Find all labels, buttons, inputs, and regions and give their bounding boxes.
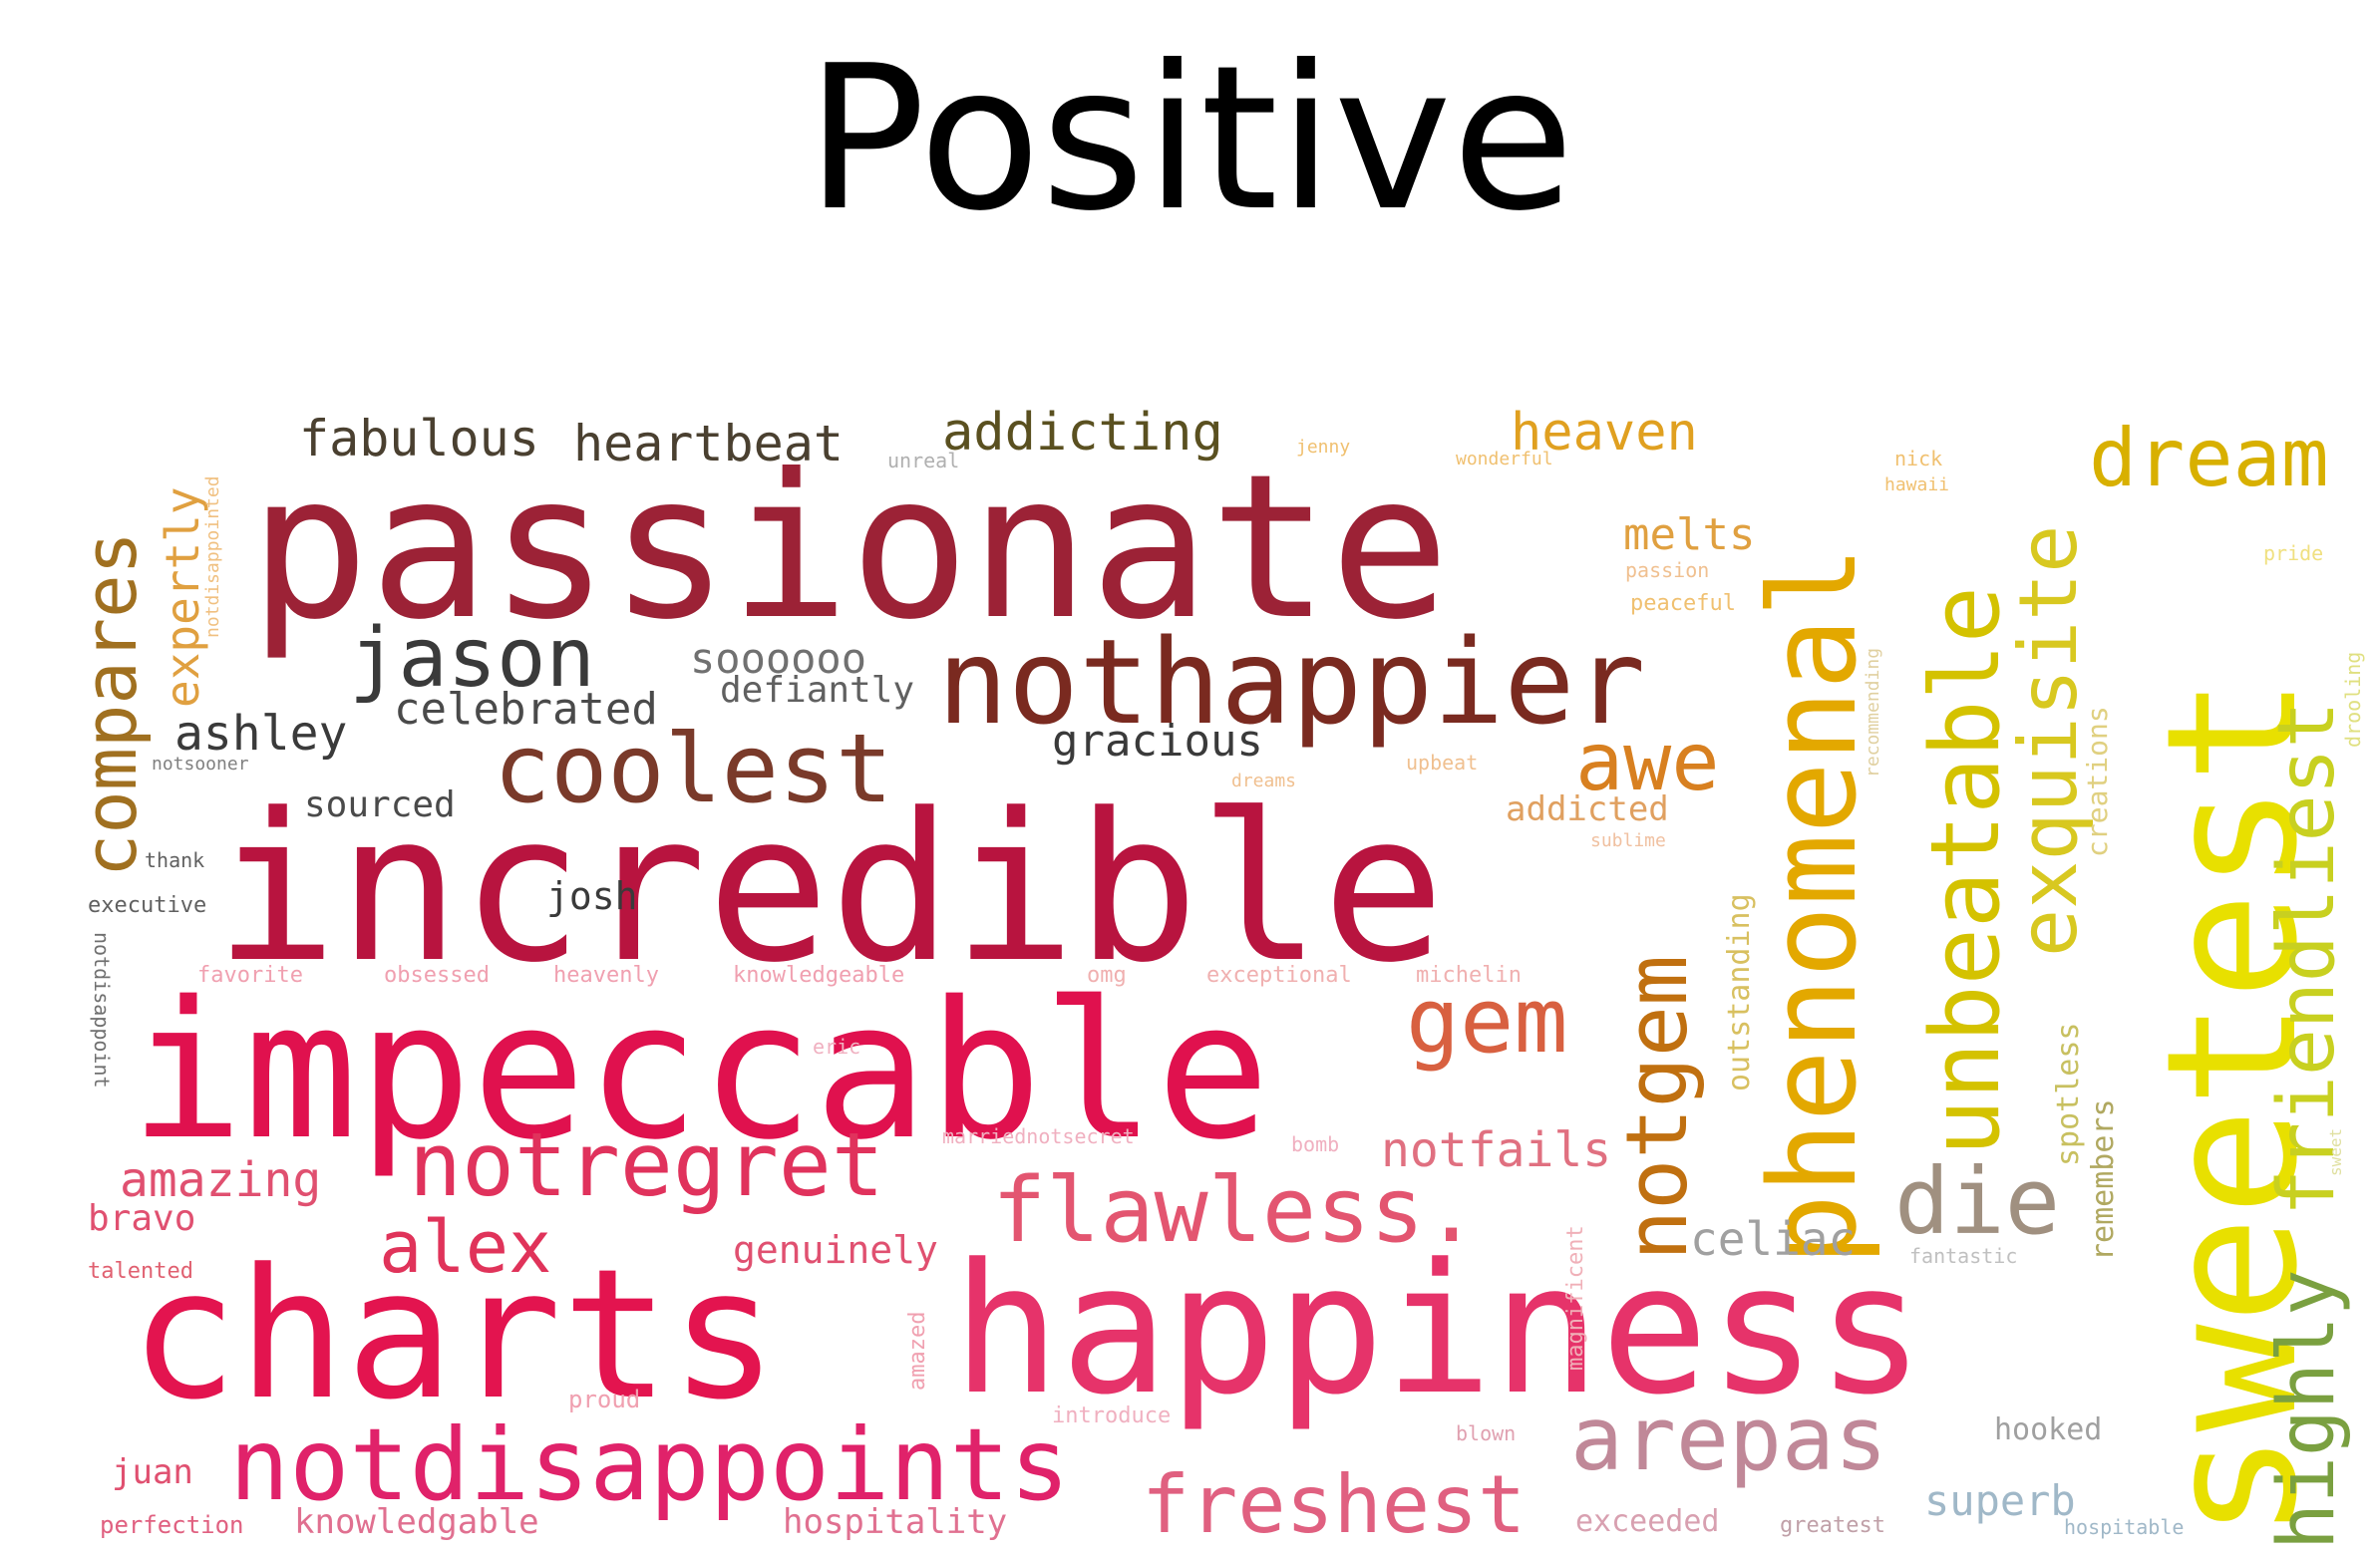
cloud-word: heartbeat [573,415,844,472]
cloud-word: juan [112,1452,193,1492]
cloud-word: greatest [1780,1513,1885,1538]
cloud-word: sublime [1590,830,1666,851]
cloud-word: celiac [1690,1212,1857,1266]
cloud-word: thank [145,848,205,872]
cloud-word: charts [130,1231,779,1439]
cloud-word: defiantly [720,670,915,711]
cloud-word: nick [1894,447,1943,470]
cloud-word: amazed [905,1311,930,1391]
cloud-word: celebrated [394,684,658,735]
cloud-word: omg [1087,963,1127,988]
cloud-word: hawaii [1884,474,1950,495]
cloud-word: exceeded [1575,1504,1720,1539]
cloud-word: notregret [409,1113,884,1216]
cloud-word: exceptional [1206,963,1352,988]
cloud-word: notdisappoints [229,1406,1070,1523]
cloud-word: awe [1575,716,1720,808]
cloud-word: addicted [1506,789,1669,829]
cloud-word: gem [1406,969,1568,1074]
cloud-word: nothappier [937,613,1646,751]
cloud-word: coolest [494,715,893,824]
cloud-word: hooked [1994,1412,2103,1447]
cloud-word: phenomenal [1745,545,1883,1266]
cloud-word: knowledgable [294,1502,539,1542]
cloud-word: sourced [304,784,456,825]
cloud-word: peaceful [1630,591,1736,616]
cloud-word: executive [88,893,207,918]
cloud-word: spotless [2051,1022,2086,1167]
cloud-word: exquisite [2002,524,2095,957]
cloud-word: knowledgeable [733,963,905,988]
cloud-word: jason [349,611,595,706]
cloud-word: notdisappoint [90,932,114,1089]
cloud-word: michelin [1416,963,1522,988]
cloud-word: expertly [156,486,209,708]
cloud-word: josh [546,874,638,918]
cloud-word: genuinely [733,1228,938,1272]
cloud-word: favorite [197,963,303,988]
cloud-word: soooooo [690,634,867,683]
cloud-word: sweet [2326,1127,2345,1176]
cloud-word: proud [568,1386,641,1413]
cloud-word: notfails [1381,1122,1612,1178]
cloud-word: hospitable [2064,1515,2185,1539]
cloud-word: obsessed [384,963,490,988]
cloud-word: blown [1456,1421,1517,1445]
cloud-word: outstanding [1722,893,1757,1091]
cloud-word: bravo [88,1198,196,1239]
cloud-word: hospitality [783,1502,1008,1542]
cloud-word: dreams [1231,771,1297,791]
cloud-word: melts [1623,509,1756,560]
page-title: Positive [806,23,1574,255]
cloud-word: pride [2263,541,2324,565]
cloud-word: impeccable [130,961,1270,1181]
cloud-word: recommending [1863,647,1883,778]
cloud-word: amazing [120,1152,322,1208]
cloud-word: heaven [1511,403,1698,463]
cloud-word: incredible [214,771,1446,1008]
cloud-word: jenny [1296,437,1351,458]
cloud-word: passionate [249,432,1451,664]
cloud-word: creations [2081,706,2114,857]
cloud-word: wonderful [1456,449,1553,469]
cloud-word: passion [1625,558,1710,582]
cloud-word: notsooner [152,754,249,775]
cloud-word: fantastic [1909,1244,2018,1268]
cloud-word: ashley [174,706,348,762]
cloud-word: happiness [952,1226,1925,1434]
cloud-word: highly [2262,1269,2352,1550]
cloud-word: introduce [1052,1403,1172,1428]
cloud-word: bomb [1291,1132,1340,1156]
cloud-word: superb [1924,1476,2076,1525]
cloud-word: drooling [2341,651,2365,748]
cloud-word: flawless. [992,1158,1479,1263]
cloud-word: magnificent [1563,1225,1588,1371]
cloud-word: notdisappointed [202,475,223,638]
cloud-word: dream [2089,412,2329,504]
cloud-word: eric [813,1035,861,1059]
cloud-word: remembers [2086,1098,2121,1261]
cloud-word: talented [88,1259,193,1284]
cloud-word: die [1894,1148,2061,1255]
cloud-word: upbeat [1406,751,1479,775]
cloud-word: unbeatable [1911,586,2021,1156]
cloud-word: heavenly [553,963,659,988]
cloud-word: alex [379,1205,552,1289]
cloud-word: marriednotsecret [942,1124,1135,1148]
cloud-word: notgem [1608,954,1707,1261]
cloud-word: arepas [1570,1388,1887,1490]
cloud-word: freshest [1142,1458,1527,1551]
cloud-word: unreal [887,449,960,472]
cloud-word: gracious [1052,716,1263,767]
cloud-word: addicting [942,403,1223,463]
cloud-word: compares [69,531,153,877]
cloud-word: fabulous [299,410,539,467]
cloud-word: perfection [100,1511,244,1539]
